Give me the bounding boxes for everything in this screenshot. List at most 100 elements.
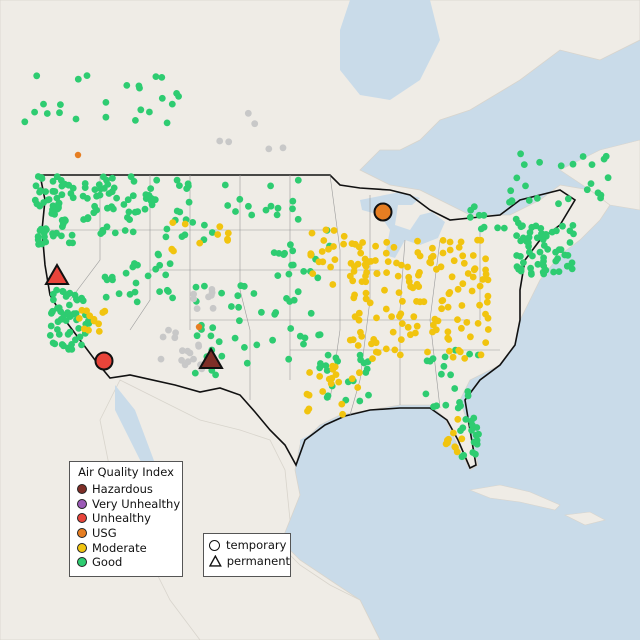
monitor-dot [451, 443, 459, 451]
monitor-dot [31, 108, 38, 116]
monitor-dot [325, 375, 333, 383]
monitor-dot [391, 346, 399, 354]
monitor-dot [78, 306, 86, 314]
monitor-dot [40, 199, 47, 206]
monitor-dot [383, 238, 391, 246]
monitor-dot [79, 192, 87, 200]
monitor-dot [346, 336, 354, 344]
monitor-dot [424, 348, 431, 356]
monitor-dot [184, 358, 192, 366]
monitor-dot [76, 333, 84, 341]
monitor-dot [248, 211, 256, 219]
monitor-dot [494, 224, 501, 232]
monitor-dot [365, 391, 372, 399]
monitor-dot [540, 254, 547, 262]
monitor-dot [467, 333, 474, 341]
monitor-dot [513, 174, 521, 182]
monitor-dot [152, 265, 160, 273]
monitor-dot [446, 238, 454, 246]
legend-label: USG [92, 526, 117, 541]
monitor-dot [381, 286, 388, 294]
monitor-dot [316, 373, 324, 380]
monitor-dot [236, 195, 244, 203]
monitor-dot [477, 351, 485, 359]
monitor-dot [67, 190, 75, 197]
monitor-dot [190, 295, 198, 303]
monitor-dot [236, 317, 243, 325]
monitor-dot [294, 215, 302, 223]
monitor-dot [316, 331, 324, 338]
monitor-dot [384, 258, 392, 265]
monitor-dot [453, 448, 461, 456]
monitor-dot [224, 236, 232, 244]
monitor-dot [165, 326, 172, 334]
monitor-dot [525, 197, 533, 204]
monitor-dot [348, 375, 356, 383]
monitor-dot [322, 226, 330, 234]
monitor-dot [330, 243, 337, 250]
monitor-dot [451, 385, 459, 392]
monitor-dot [362, 272, 369, 280]
monitor-dot [207, 332, 215, 340]
monitor-dot [33, 72, 41, 80]
monitor-dot [482, 255, 489, 263]
monitor-dot [440, 362, 448, 370]
monitor-dot [373, 270, 381, 277]
monitor-dot [271, 311, 279, 318]
monitor-dot [540, 262, 548, 270]
monitor-dot [427, 254, 435, 262]
monitor-dot [125, 208, 133, 216]
monitor-dot [102, 99, 110, 106]
monitor-dot [517, 267, 525, 275]
monitor-dot [355, 243, 363, 251]
monitor-dot [404, 263, 411, 271]
monitor-dot [245, 202, 252, 210]
monitor-dot [331, 363, 339, 371]
monitor-dot [158, 94, 166, 102]
monitor-dot [193, 305, 201, 312]
legend-label: Unhealthy [92, 511, 151, 526]
monitor-dot [348, 240, 356, 248]
monitor-dot [55, 204, 62, 212]
monitor-dot [289, 197, 297, 205]
monitor-dot [265, 145, 273, 153]
monitor-dot [158, 74, 166, 81]
monitor-dot [209, 304, 217, 312]
monitor-dot [324, 392, 332, 400]
monitor-dot [388, 313, 395, 320]
monitor-dot [307, 309, 315, 317]
monitor-dot [458, 302, 466, 309]
monitor-dot [459, 280, 467, 288]
hudson-bay [340, 0, 440, 100]
monitor-dot [285, 355, 293, 363]
monitor-dot [43, 110, 51, 117]
monitor-dot [79, 297, 87, 305]
usg-swatch [77, 528, 87, 539]
monitor-dot [108, 203, 115, 211]
monitor-dot [566, 239, 574, 246]
monitor-dot [179, 347, 186, 355]
monitor-dot [483, 298, 491, 306]
monitor-dot [450, 257, 458, 265]
monitor-dot [214, 231, 222, 238]
monitor-dot [97, 230, 105, 238]
monitor-dot [331, 256, 339, 263]
monitor-dot [330, 227, 338, 234]
monitor-dot [356, 397, 364, 405]
monitor-dot [460, 259, 468, 267]
monitor-dot [457, 402, 464, 410]
monitor-dot [449, 353, 457, 361]
monitor-dot [201, 282, 208, 290]
monitor-dot [484, 314, 492, 322]
monitor-dot [588, 161, 596, 169]
monitor-dot [105, 190, 113, 197]
monitor-dot [522, 182, 529, 190]
monitor-dot [300, 268, 308, 275]
temporary-monitor-marker [94, 351, 114, 371]
monitor-dot [513, 232, 520, 240]
monitor-dot [157, 355, 165, 363]
monitor-dot [338, 400, 346, 408]
monitor-dot [56, 109, 63, 117]
monitor-dot [243, 359, 251, 367]
monitor-dot [141, 205, 149, 213]
